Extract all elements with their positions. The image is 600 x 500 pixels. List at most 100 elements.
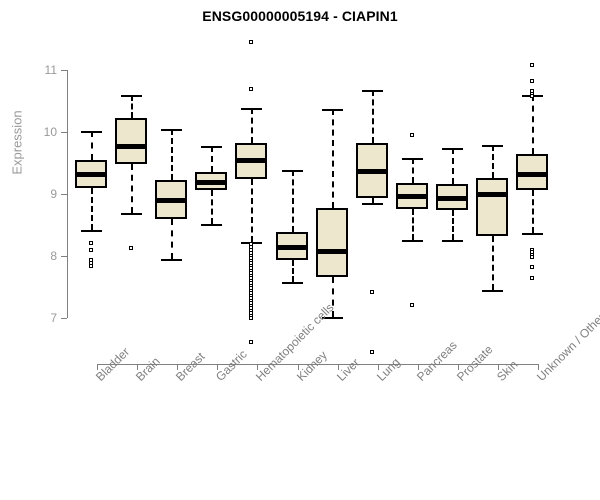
upper-whisker-cap — [121, 94, 143, 97]
lower-whisker-line — [91, 187, 93, 230]
lower-whisker-line — [211, 190, 214, 224]
box-iqr-rect[interactable] — [115, 118, 148, 165]
median-line — [395, 193, 428, 199]
lower-whisker-cap — [522, 233, 544, 236]
y-axis-tick-mark — [61, 70, 67, 71]
upper-whisker-cap — [482, 145, 503, 148]
x-axis-tick-mark — [177, 364, 179, 370]
box-iqr-rect[interactable] — [476, 177, 508, 237]
lower-whisker-cap — [81, 229, 102, 232]
lower-whisker-line — [371, 197, 374, 204]
x-axis-tick-mark — [137, 364, 139, 370]
upper-whisker-line — [291, 170, 294, 233]
x-axis-tick-mark — [538, 364, 540, 370]
lower-whisker-line — [251, 179, 254, 242]
lower-whisker-line — [451, 210, 454, 240]
y-axis-tick-mark — [61, 318, 67, 319]
outlier-point — [129, 245, 134, 250]
outlier-point — [409, 133, 414, 138]
outlier-point — [249, 316, 254, 320]
outlier-point — [409, 302, 414, 307]
median-line — [155, 198, 188, 204]
lower-whisker-cap — [281, 282, 303, 285]
outlier-point — [530, 79, 535, 84]
outlier-point — [89, 247, 93, 252]
outlier-point — [89, 240, 93, 245]
upper-whisker-cap — [441, 148, 463, 151]
x-axis-tick-mark — [217, 364, 219, 370]
lower-whisker-cap — [482, 290, 503, 293]
lower-whisker-line — [131, 164, 134, 214]
upper-whisker-line — [371, 90, 374, 144]
upper-whisker-cap — [161, 128, 183, 131]
outlier-point — [530, 255, 535, 260]
y-axis-tick-mark — [61, 194, 67, 195]
lower-whisker-line — [492, 236, 494, 291]
lower-whisker-line — [291, 259, 294, 283]
median-line — [115, 144, 148, 150]
y-axis-tick-label: 11 — [44, 63, 57, 77]
outlier-point — [369, 350, 374, 355]
lower-whisker-cap — [441, 239, 463, 242]
upper-whisker-line — [131, 94, 134, 119]
lower-whisker-cap — [121, 213, 143, 216]
outlier-point — [530, 265, 535, 270]
lower-whisker-line — [331, 277, 334, 317]
outlier-point — [89, 263, 93, 268]
x-axis-tick-mark — [377, 364, 379, 370]
lower-whisker-cap — [361, 203, 383, 206]
median-line — [75, 172, 107, 178]
outlier-point — [249, 339, 254, 344]
upper-whisker-line — [331, 109, 334, 209]
outlier-point — [530, 276, 535, 281]
upper-whisker-line — [91, 130, 93, 160]
upper-whisker-cap — [401, 158, 423, 161]
x-axis-tick-mark — [457, 364, 459, 370]
x-axis-tick-mark — [498, 364, 499, 370]
upper-whisker-line — [251, 108, 254, 144]
x-axis-tick-mark — [97, 364, 98, 370]
upper-whisker-cap — [321, 109, 343, 112]
median-line — [235, 157, 268, 163]
outlier-point — [249, 86, 254, 91]
upper-whisker-cap — [81, 130, 102, 133]
lower-whisker-line — [411, 208, 414, 240]
y-axis-tick-label: 9 — [50, 187, 57, 201]
upper-whisker-line — [451, 148, 454, 185]
y-axis-tick-mark — [61, 132, 67, 133]
box-iqr-rect[interactable] — [516, 153, 549, 191]
median-line — [435, 196, 468, 202]
upper-whisker-line — [411, 158, 414, 183]
lower-whisker-cap — [201, 223, 223, 226]
outlier-point — [530, 63, 535, 68]
outlier-point — [530, 94, 535, 99]
lower-whisker-cap — [321, 316, 343, 319]
lower-whisker-cap — [401, 239, 423, 242]
box-iqr-rect[interactable] — [315, 208, 348, 278]
upper-whisker-line — [171, 128, 174, 181]
x-axis-tick-mark — [337, 364, 339, 370]
upper-whisker-cap — [241, 108, 263, 111]
x-axis-tick-mark — [417, 364, 419, 370]
y-axis-tick-mark — [61, 256, 67, 257]
lower-whisker-cap — [161, 259, 183, 262]
x-axis-line — [97, 364, 539, 365]
upper-whisker-cap — [281, 170, 303, 173]
outlier-point — [249, 40, 254, 45]
median-line — [195, 180, 228, 186]
median-line — [355, 169, 388, 175]
